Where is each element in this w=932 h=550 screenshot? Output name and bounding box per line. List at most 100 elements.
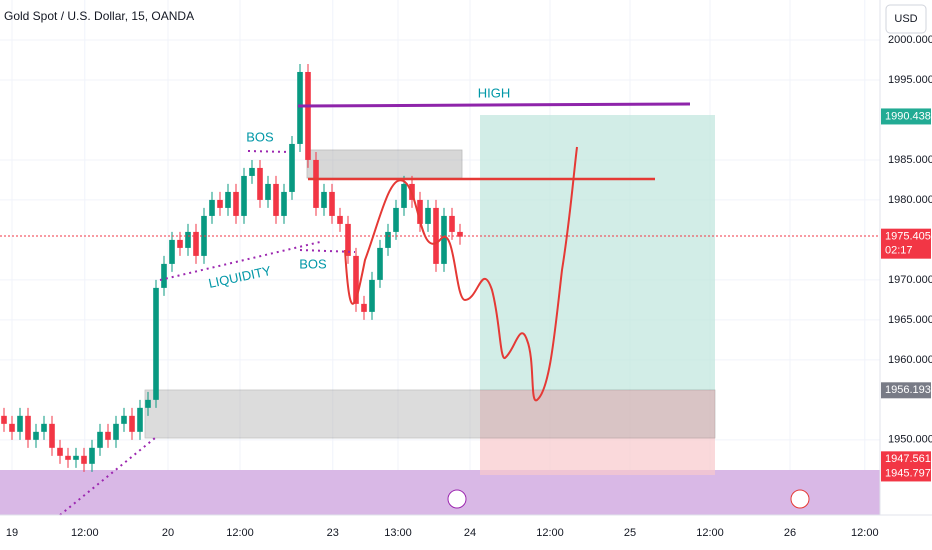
candle-body [273,183,279,216]
candle-body [401,183,407,208]
candle-body [225,191,231,208]
candle-body [441,215,447,264]
target-box [480,115,715,390]
y-tick-label: 1980.000 [888,194,932,206]
y-tick-label: 1965.000 [888,314,932,326]
candle-body [97,431,103,448]
price-badge [881,451,931,468]
candle-body [369,279,375,312]
stop-box [480,390,715,475]
candle-body [337,215,343,224]
price-badge-label: 1990.438 [885,110,931,122]
candle-body [73,455,79,460]
candle-body [113,423,119,440]
candle-body [241,175,247,216]
candle-body [17,415,23,432]
x-tick-label: 12:00 [226,527,254,539]
annotation: BOS [299,256,327,271]
candle-body [233,191,239,216]
x-tick-label: 12:00 [71,527,99,539]
candle-body [57,447,63,456]
currency-button[interactable] [885,4,927,34]
candle-body [449,215,455,232]
y-tick-label: 1985.000 [888,154,932,166]
candle-body [361,303,367,312]
candle-body [137,407,143,432]
candle-body [257,167,263,200]
countdown-label: 02:17 [885,245,913,257]
candle-body [425,207,431,224]
candle-body [1,415,7,424]
price-badge-label: 1975.405 [885,231,931,243]
annotation: BOS [246,129,274,144]
price-badge [881,228,931,259]
chart-title: Gold Spot / U.S. Dollar, 15, OANDA [4,9,194,23]
currency-label[interactable]: USD [894,13,917,25]
candle-body [129,415,135,432]
price-badge [881,465,931,482]
candle-body [305,71,311,160]
high-line [297,102,691,108]
candle-body [313,159,319,208]
candle-body [65,455,71,460]
y-tick-label: 2000.000 [888,34,932,46]
candle-body [353,255,359,304]
event-icon[interactable] [790,489,810,509]
candle-body [121,415,127,424]
y-tick-label: 1960.000 [888,354,932,366]
candle-body [217,199,223,208]
candle-body [209,199,215,216]
candle-body [105,431,111,440]
candle-body [41,423,47,432]
annotation: HIGH [478,85,511,100]
trend-line [59,437,156,516]
bos-line [247,150,291,153]
x-tick-label: 24 [464,527,476,539]
candle-body [169,239,175,264]
zone [0,470,880,515]
candle-body [385,231,391,248]
candle-body [249,167,255,176]
candle-body [417,199,423,224]
candle-body [193,231,199,256]
candle-body [161,263,167,288]
candle-body [9,423,15,432]
candle-body [177,239,183,248]
candle-body [89,447,95,464]
x-tick-label: 19 [6,527,18,539]
candle-body [81,455,87,464]
price-badge [881,108,931,125]
x-tick-label: 12:00 [696,527,724,539]
candle-body [49,423,55,448]
candle-body [345,223,351,256]
x-tick-label: 26 [784,527,796,539]
demand-box [144,389,716,439]
x-tick-label: 23 [327,527,339,539]
candle-body [265,183,271,200]
candle-body [457,231,463,237]
axes: 1950.000 1960.000 1965.000 1970.000 1980.000… [6,34,932,539]
candle-body [25,415,31,440]
supply-box [306,149,463,179]
x-tick-label: 12:00 [536,527,564,539]
candle-body [153,287,159,400]
candle-body [289,143,295,192]
candle-body [377,247,383,280]
candle-body [297,71,303,144]
candle-body [321,191,327,208]
x-tick-label: 20 [162,527,174,539]
x-tick-label: 25 [624,527,636,539]
x-tick-label: 12:00 [851,527,879,539]
price-badge-label: 1956.193 [885,384,931,396]
candle-body [33,431,39,440]
y-tick-label: 1995.000 [888,74,932,86]
event-icon[interactable] [447,489,467,509]
projection-path [344,146,578,402]
price-badge-label: 1945.797 [885,467,931,479]
x-tick-label: 13:00 [384,527,412,539]
price-badge [881,382,931,399]
candle-body [185,231,191,248]
candle-body [329,191,335,216]
